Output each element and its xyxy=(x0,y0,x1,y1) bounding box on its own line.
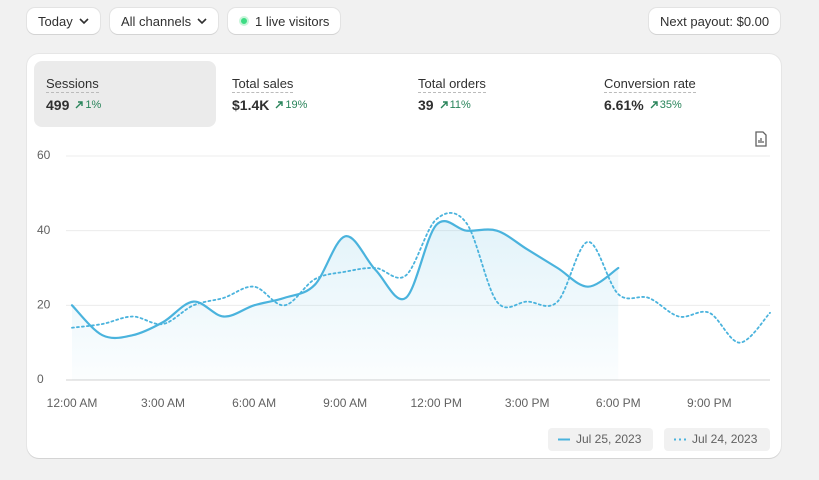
x-tick-label: 6:00 AM xyxy=(232,396,276,410)
legend-item[interactable]: Jul 25, 2023 xyxy=(548,428,653,451)
x-tick-label: 6:00 PM xyxy=(596,396,641,410)
y-tick-label: 0 xyxy=(37,372,44,386)
metric-value: 39 xyxy=(418,97,434,113)
legend-label: Jul 25, 2023 xyxy=(576,432,642,446)
metric-change: 35% xyxy=(650,99,682,111)
y-tick-label: 60 xyxy=(37,148,51,162)
chevron xyxy=(197,18,207,25)
metric-value: 499 xyxy=(46,97,70,113)
up-arrow xyxy=(440,101,448,109)
legend-box xyxy=(548,428,653,451)
metric-value: $1.4K xyxy=(232,97,270,113)
chevron xyxy=(79,18,89,25)
up-arrow xyxy=(275,101,284,109)
date-filter-label: Today xyxy=(38,13,73,29)
up-arrow xyxy=(75,101,84,109)
x-tick-label: 9:00 AM xyxy=(323,396,367,410)
legend-box xyxy=(664,428,770,451)
metric-tile[interactable]: Total orders 39 11% xyxy=(406,61,588,127)
up-arrow xyxy=(650,101,658,109)
x-tick-label: 12:00 PM xyxy=(410,396,461,410)
legend-item[interactable]: Jul 24, 2023 xyxy=(664,428,770,451)
metric-label: Sessions xyxy=(46,76,99,93)
metric-change: 1% xyxy=(75,99,101,111)
x-tick-label: 3:00 AM xyxy=(141,396,185,410)
metric-tile[interactable]: Sessions 499 1% xyxy=(34,61,216,127)
date-filter[interactable]: Today xyxy=(27,8,100,34)
live-dot xyxy=(239,16,249,26)
channel-filter-label: All channels xyxy=(121,13,192,29)
y-tick-label: 40 xyxy=(37,223,51,237)
series-line xyxy=(71,212,771,344)
y-tick-label: 20 xyxy=(37,298,51,312)
area xyxy=(72,221,619,380)
metric-change-value: 1% xyxy=(85,99,102,111)
payout-label: Next payout: $0.00 xyxy=(660,13,770,29)
x-tick-label: 9:00 PM xyxy=(687,396,732,410)
metric-change: 11% xyxy=(440,99,471,111)
live-visitors[interactable]: 1 live visitors xyxy=(228,8,341,34)
x-tick-label: 3:00 PM xyxy=(505,396,550,410)
series-line xyxy=(70,219,620,340)
live-visitors-label: 1 live visitors xyxy=(255,13,330,29)
metric-tile[interactable]: Total sales $1.4K 19% xyxy=(220,61,402,127)
metric-value: 6.61% xyxy=(604,97,644,113)
export-icon[interactable] xyxy=(755,131,767,147)
metric-change-value: 35% xyxy=(659,99,682,111)
payout[interactable]: Next payout: $0.00 xyxy=(649,8,781,34)
metric-change-value: 19% xyxy=(285,99,308,111)
metric-change-value: 11% xyxy=(449,99,471,111)
channel-filter[interactable]: All channels xyxy=(110,8,219,34)
legend-label: Jul 24, 2023 xyxy=(692,432,758,446)
metric-label: Conversion rate xyxy=(604,76,696,93)
metric-change: 19% xyxy=(275,99,307,111)
metric-label: Total orders xyxy=(418,76,486,93)
metric-label: Total sales xyxy=(232,76,294,93)
metric-tile[interactable]: Conversion rate 6.61% 35% xyxy=(592,61,774,127)
x-tick-label: 12:00 AM xyxy=(47,396,98,410)
